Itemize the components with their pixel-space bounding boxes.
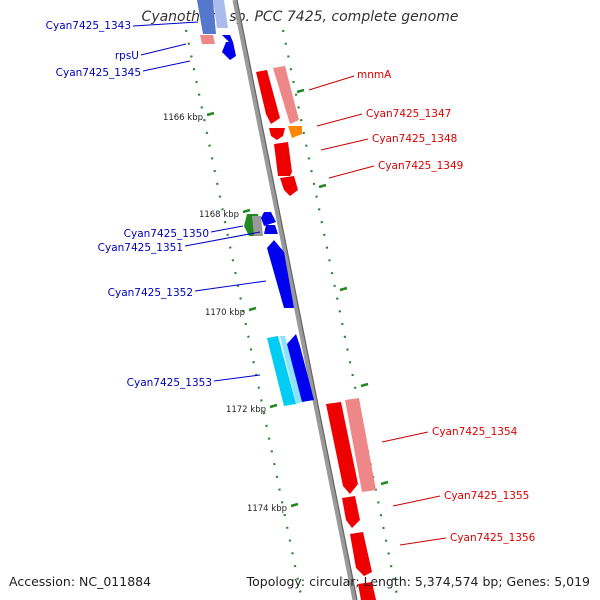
gene-arrow-cyan7425-1356-next[interactable] [358,582,376,600]
tick-mark-1174 [290,502,299,508]
leader-cyan7425-1350 [210,225,244,233]
label-cyan7425-1351[interactable]: Cyan7425_1351 [98,242,183,254]
tick-label-1172: 1172 kbp [226,405,266,415]
outer-tick-d [360,382,369,388]
gene-arrow-cyan7425-1350-grey[interactable] [252,216,263,236]
genome-backbone-shade [236,0,358,600]
gene-arrow-mnma[interactable] [256,70,280,124]
gene-arrow-cyan7425-1356[interactable] [350,532,372,576]
gene-arrow-cyan7425-1355[interactable] [342,496,360,528]
leader-cyan7425-1343 [132,21,199,27]
gene-arrow-cyan7425-1345[interactable] [222,42,236,60]
gene-arrow-cyan7425-1343-faded[interactable] [213,0,228,28]
label-cyan7425-1356[interactable]: Cyan7425_1356 [450,532,536,544]
gene-arrow-cyan7425-1351[interactable] [264,225,278,234]
label-cyan7425-1355[interactable]: Cyan7425_1355 [444,490,529,502]
genome-summary-text: Topology: circular; Length: 5,374,574 bp… [246,574,590,589]
label-cyan7425-1354[interactable]: Cyan7425_1354 [432,426,518,438]
gene-arrow-mnma-faded[interactable] [273,66,299,124]
outer-tick-e [380,480,389,486]
leader-cyan7425-1347 [316,113,363,127]
leader-rpsu [140,43,187,56]
gene-arrow-cyan7425-1343[interactable] [197,0,216,34]
label-cyan7425-1343[interactable]: Cyan7425_1343 [46,20,131,32]
tick-label-1166: 1166 kbp [163,113,203,123]
outer-track-ticks [296,88,389,486]
gene-arrow-cyan7425-1352[interactable] [267,240,294,308]
label-cyan7425-1345[interactable]: Cyan7425_1345 [56,67,141,79]
genome-backbone [232,0,358,600]
leader-cyan7425-1349 [328,165,375,179]
leader-cyan7425-1351 [184,231,261,247]
label-rpsu[interactable]: rpsU [115,50,139,62]
label-cyan7425-1349[interactable]: Cyan7425_1349 [378,160,463,172]
outer-tick-c [339,286,348,292]
gene-arrow-cyan7425-1350[interactable] [261,212,276,226]
tick-mark-1170 [248,306,257,312]
forward-gene-labels: mnmA Cyan7425_1347 Cyan7425_1348 Cyan742… [308,69,536,546]
tick-label-1170: 1170 kbp [205,308,245,318]
tick-mark-1168 [242,208,251,214]
leader-cyan7425-1353 [213,374,261,382]
accession-text: Accession: NC_011884 [9,574,152,589]
coordinate-ticks: 1166 kbp 1168 kbp 1170 kbp 1172 kbp 1174… [163,111,299,514]
outer-tick-b [318,183,327,189]
tick-label-1174: 1174 kbp [247,504,287,514]
label-cyan7425-1352[interactable]: Cyan7425_1352 [108,287,193,299]
gene-arrow-cyan7425-1349[interactable] [274,142,292,176]
tick-mark-1166 [206,111,215,117]
gene-arrow-cyan7425-1354-faded[interactable] [345,398,376,492]
leader-cyan7425-1348 [320,138,369,151]
label-cyan7425-1353[interactable]: Cyan7425_1353 [127,377,212,389]
leader-cyan7425-1354 [381,431,429,443]
label-mnma[interactable]: mnmA [357,69,392,81]
gene-arrow-cyan7425-1354[interactable] [326,402,358,494]
gene-arrow-cyan7425-1349-tip[interactable] [280,176,298,196]
label-cyan7425-1347[interactable]: Cyan7425_1347 [366,108,451,120]
label-cyan7425-1348[interactable]: Cyan7425_1348 [372,133,457,145]
label-cyan7425-1350[interactable]: Cyan7425_1350 [124,228,209,240]
leader-cyan7425-1356 [399,537,447,546]
outer-tick-a [296,88,305,94]
gene-arrow-cyan7425-1347[interactable] [269,128,285,140]
leader-cyan7425-1345 [142,60,191,72]
gene-arrow-cyan7425-1353[interactable] [287,334,314,402]
gene-arrow-rna-marker[interactable] [200,35,215,44]
reverse-gene-labels: Cyan7425_1343 rpsU Cyan7425_1345 Cyan742… [46,20,267,389]
leader-cyan7425-1355 [392,495,441,507]
gene-arrow-rpsu[interactable] [222,35,233,42]
tick-mark-1172 [269,403,278,409]
gene-arrow-cyan7425-1353-light[interactable] [267,336,296,406]
gene-arrow-cyan7425-1353-shadow[interactable] [280,336,302,404]
gene-arrow-cyan7425-1348[interactable] [288,126,302,138]
tick-label-1168: 1168 kbp [199,210,239,220]
leader-cyan7425-1352 [194,280,267,292]
leader-mnma [308,75,355,91]
